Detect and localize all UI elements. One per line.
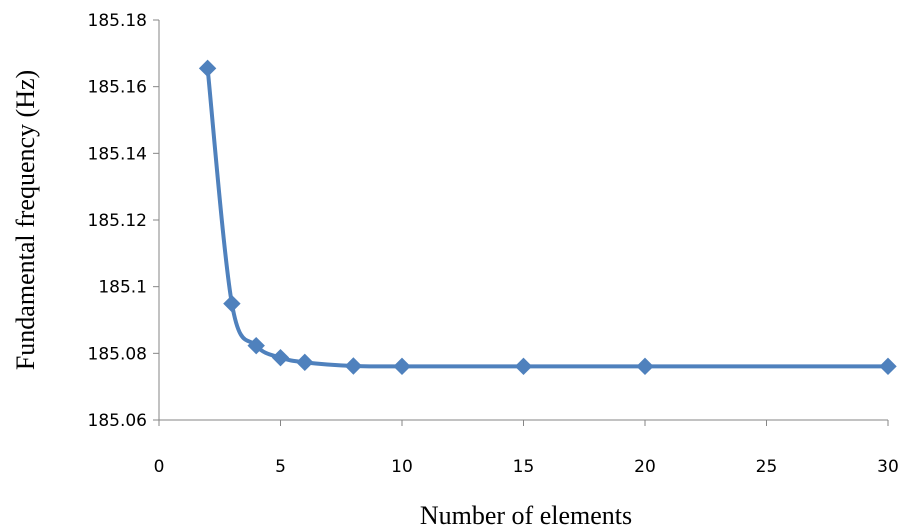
data-point-marker (344, 357, 363, 375)
y-tick-label: 185.1 (98, 278, 147, 298)
x-axis-title: Number of elements (420, 501, 632, 529)
data-point-marker (296, 353, 314, 372)
y-tick-label: 185.14 (88, 144, 147, 164)
x-tick-label: 5 (275, 457, 286, 477)
x-tick-label: 0 (154, 457, 165, 477)
y-tick-label: 185.16 (88, 78, 147, 98)
y-tick-label: 185.12 (88, 211, 147, 231)
series-line (205, 68, 888, 369)
y-tick-label: 185.06 (88, 411, 147, 431)
plot-series (198, 59, 897, 376)
x-tick-label: 15 (513, 457, 535, 477)
y-tick-label: 185.08 (88, 344, 147, 364)
data-point-marker (879, 357, 897, 376)
x-tick-label: 25 (756, 457, 778, 477)
data-point-marker (514, 357, 533, 376)
data-point-marker (198, 59, 217, 78)
data-point-marker (271, 348, 290, 367)
y-tick-label: 185.18 (88, 11, 147, 31)
x-axis: 0 5 10 15 20 25 30 (154, 419, 899, 477)
data-point-marker (247, 336, 265, 355)
x-tick-label: 20 (634, 457, 656, 477)
x-tick-label: 10 (391, 457, 413, 477)
x-tick-label: 30 (877, 457, 899, 477)
y-axis: 185.06 185.08 185.1 185.12 185.14 185.16 185.1… (88, 11, 160, 431)
data-point-marker (393, 357, 411, 376)
y-axis-title: Fundamental frequency (Hz) (11, 70, 40, 370)
data-point-marker (636, 357, 654, 376)
data-point-marker (223, 294, 241, 313)
